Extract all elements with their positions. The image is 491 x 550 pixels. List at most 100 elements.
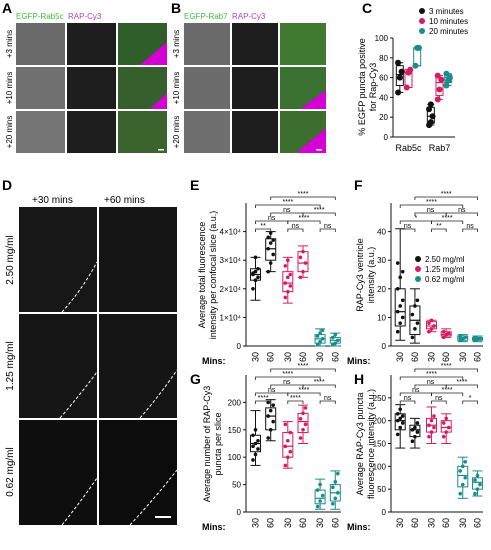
significance-bracket: **** bbox=[399, 371, 464, 380]
significance-label: **** bbox=[442, 215, 453, 222]
significance-label: ns bbox=[292, 223, 300, 230]
panel-d-ventricle-boundary-5 bbox=[139, 369, 178, 419]
significance-bracket: ns bbox=[445, 207, 478, 216]
data-point bbox=[460, 464, 465, 469]
panel-a-magenta-region-r2 bbox=[150, 93, 167, 109]
data-point bbox=[318, 499, 322, 503]
y-tick-label: 200 bbox=[228, 398, 242, 407]
data-point bbox=[318, 339, 322, 344]
data-point bbox=[315, 488, 320, 492]
y-tick-label: 80 bbox=[379, 54, 388, 63]
data-point bbox=[395, 309, 400, 314]
data-point bbox=[441, 329, 446, 334]
bracket-line bbox=[287, 392, 321, 396]
legend-entry: 1.25 mg/ml bbox=[415, 265, 465, 274]
panel-d-ventricle-boundary-3 bbox=[61, 477, 98, 526]
data-point bbox=[432, 414, 436, 418]
y-tick-label: 0 bbox=[382, 508, 387, 517]
panel-a-micrographs bbox=[16, 23, 167, 153]
data-point bbox=[320, 337, 325, 341]
x-tick-label: 30 bbox=[251, 518, 261, 528]
significance-label: **** bbox=[314, 379, 325, 386]
bracket-line bbox=[462, 228, 478, 232]
panel-b-row-label-20min: +20 mins bbox=[172, 116, 181, 149]
significance-label: ns bbox=[324, 395, 332, 402]
x-tick-label: 30 bbox=[458, 518, 468, 528]
box-group bbox=[265, 399, 277, 442]
data-point bbox=[268, 408, 273, 413]
y-axis-label-line: puncta per slice bbox=[213, 412, 223, 475]
data-point bbox=[286, 258, 290, 263]
data-point bbox=[429, 418, 434, 423]
data-point bbox=[256, 266, 260, 271]
data-point bbox=[268, 428, 273, 432]
panel-a-image-r3-c3 bbox=[118, 111, 167, 153]
y-tick-label: 40 bbox=[379, 93, 388, 102]
data-point bbox=[268, 241, 273, 245]
significance-label: **** bbox=[441, 363, 452, 370]
data-point bbox=[446, 74, 453, 81]
data-point bbox=[283, 295, 288, 300]
data-point bbox=[266, 436, 271, 440]
box-group bbox=[250, 410, 261, 466]
panel-letter-e: E bbox=[190, 177, 199, 193]
data-point bbox=[427, 119, 434, 126]
data-point bbox=[441, 434, 446, 439]
legend-label: 3 minutes bbox=[429, 7, 464, 16]
significance-label: **** bbox=[426, 371, 437, 378]
data-point bbox=[320, 493, 325, 498]
box-group bbox=[403, 66, 414, 91]
box-group bbox=[329, 332, 341, 347]
significance-label: ** bbox=[260, 223, 266, 230]
bracket-line bbox=[255, 204, 321, 208]
data-point bbox=[288, 430, 293, 435]
data-point bbox=[415, 298, 420, 303]
y-axis-label-line: % EGFP puncta positive bbox=[357, 38, 367, 135]
y-axis-label-line: fluorescence intensity (a.u.) bbox=[366, 389, 376, 499]
panel-a-image-r3-c2 bbox=[67, 111, 116, 153]
significance-bracket: **** bbox=[431, 215, 464, 224]
panel-d-image-r2-c1 bbox=[19, 314, 97, 418]
box-group bbox=[395, 59, 405, 96]
panel-b-image-r3-c2 bbox=[232, 111, 278, 153]
data-point bbox=[398, 416, 403, 421]
data-point bbox=[400, 414, 405, 418]
significance-bracket: **** bbox=[399, 199, 464, 208]
significance-label: ns bbox=[404, 223, 412, 230]
y-tick-label: 0 bbox=[382, 342, 387, 351]
y-tick-label: 20 bbox=[379, 113, 388, 122]
bracket-line bbox=[255, 400, 272, 404]
panel-b-image-r3-c1 bbox=[184, 111, 230, 153]
y-tick-label: 30 bbox=[377, 256, 386, 265]
chart-panel-f: F 0 10 20 30 40 RAP-Cy3 ventricle intensity (a.… bbox=[347, 177, 483, 366]
data-point bbox=[458, 469, 463, 473]
panel-a-image-r2-c1 bbox=[16, 67, 65, 109]
data-point bbox=[271, 403, 276, 407]
data-point bbox=[400, 269, 405, 274]
data-point bbox=[251, 287, 255, 291]
data-point bbox=[441, 335, 446, 340]
box-group bbox=[440, 413, 452, 444]
significance-label: * bbox=[414, 215, 417, 222]
x-axis-label: Mins: bbox=[202, 356, 226, 366]
legend-swatch bbox=[419, 18, 425, 24]
data-point bbox=[253, 452, 258, 457]
box-group bbox=[457, 456, 469, 499]
box-group bbox=[250, 255, 261, 301]
bracket-line bbox=[255, 228, 272, 232]
significance-bracket: **** bbox=[287, 395, 304, 404]
data-point bbox=[286, 438, 290, 443]
x-axis-label: Mins: bbox=[347, 356, 371, 366]
data-point bbox=[403, 84, 410, 91]
data-point bbox=[298, 255, 303, 260]
data-point bbox=[473, 335, 477, 340]
data-point bbox=[256, 447, 260, 451]
panel-letter-b: B bbox=[171, 0, 181, 16]
box-group bbox=[394, 228, 406, 341]
legend-entry: 10 minutes bbox=[419, 17, 468, 26]
data-point bbox=[475, 473, 480, 478]
significance-bracket: **** bbox=[255, 199, 321, 208]
panel-b-scale-bar bbox=[316, 149, 322, 151]
significance-label: ns bbox=[404, 395, 412, 402]
legend-swatch bbox=[415, 266, 421, 272]
